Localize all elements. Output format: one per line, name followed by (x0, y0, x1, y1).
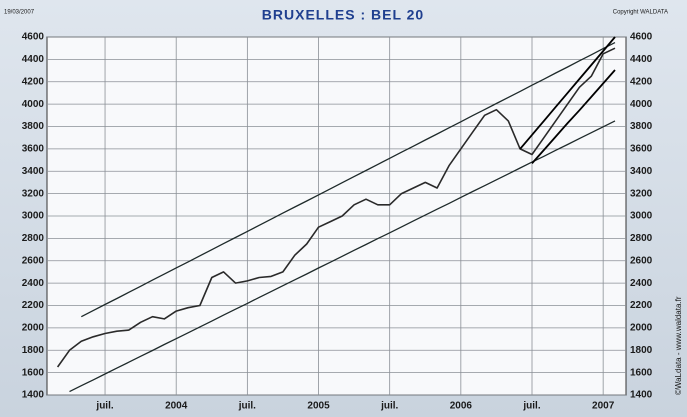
x-tick-label: juil. (522, 401, 540, 412)
y-tick-label: 1800 (22, 345, 45, 356)
series-line (81, 42, 616, 318)
y-tick-label: 4600 (22, 32, 45, 43)
y-tick-label: 2600 (22, 255, 45, 266)
series-line (56, 47, 616, 368)
y-tick-label: 2200 (22, 300, 45, 311)
date-note: 19/03/2007 (4, 10, 35, 16)
x-tick-label: juil. (238, 401, 256, 412)
x-tick-label: 2004 (165, 401, 188, 412)
y-tick-label-right: 2400 (630, 278, 653, 289)
x-tick-label: 2006 (450, 401, 473, 412)
y-tick-label-right: 1600 (630, 367, 653, 378)
y-tick-label-right: 4200 (630, 76, 653, 87)
y-tick-label-right: 4000 (630, 99, 653, 110)
y-tick-label: 1600 (22, 367, 45, 378)
copyright: Copyright WALDATA (613, 10, 668, 16)
x-tick-label: juil. (95, 401, 113, 412)
y-tick-label-right: 2800 (630, 233, 653, 244)
y-tick-label: 4200 (22, 76, 45, 87)
y-tick-label-right: 1400 (630, 390, 653, 401)
y-tick-label-right: 3800 (630, 121, 653, 132)
y-tick-label-right: 2600 (630, 255, 653, 266)
y-tick-label-right: 3200 (630, 188, 653, 199)
y-tick-label: 1400 (22, 390, 45, 401)
x-tick-label: juil. (380, 401, 398, 412)
y-tick-label: 3800 (22, 121, 45, 132)
y-tick-label-right: 2200 (630, 300, 653, 311)
y-tick-label-right: 2000 (630, 323, 653, 334)
y-tick-label-right: 3000 (630, 211, 653, 222)
y-tick-label: 4400 (22, 54, 45, 65)
x-tick-label: 2007 (592, 401, 615, 412)
series-line (531, 69, 616, 164)
y-tick-label-right: 3600 (630, 144, 653, 155)
y-tick-label: 2000 (22, 323, 45, 334)
y-tick-label: 4000 (22, 99, 45, 110)
chart-title: BRUXELLES : BEL 20 (262, 7, 424, 23)
y-tick-label: 3200 (22, 188, 45, 199)
side-note: ©WaLdata - www.waldata.fr (674, 296, 683, 395)
y-tick-label-right: 1800 (630, 345, 653, 356)
y-tick-label: 3400 (22, 166, 45, 177)
x-tick-label: 2005 (307, 401, 330, 412)
y-tick-label: 3600 (22, 144, 45, 155)
series-line (519, 36, 616, 150)
y-tick-label: 2400 (22, 278, 45, 289)
y-tick-label: 2800 (22, 233, 45, 244)
y-tick-label-right: 4600 (630, 32, 653, 43)
y-tick-label: 3000 (22, 211, 45, 222)
y-tick-label-right: 4400 (630, 54, 653, 65)
series-line (69, 120, 616, 393)
y-tick-label-right: 3400 (630, 166, 653, 177)
